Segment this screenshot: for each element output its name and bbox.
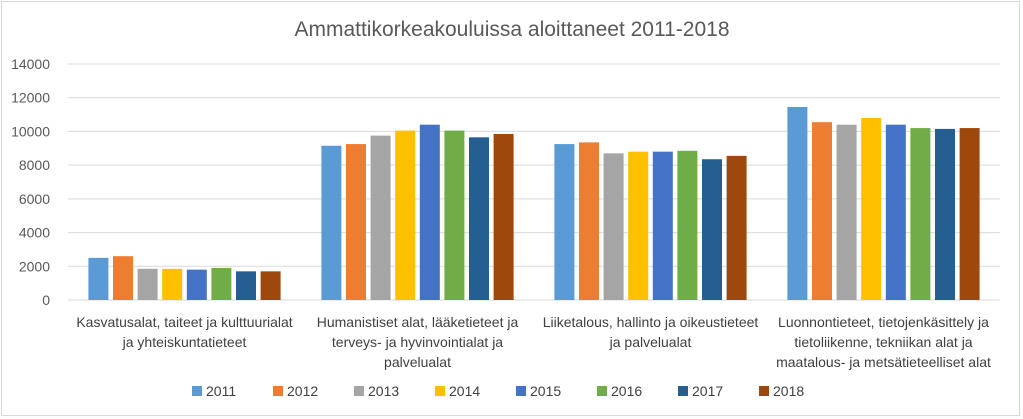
y-tick-label: 4000 <box>19 225 50 241</box>
legend-swatch-2011 <box>192 386 202 396</box>
y-tick-label: 14000 <box>11 56 50 72</box>
bar-2013-cat-4 <box>836 124 857 300</box>
bar-2015-cat-3 <box>652 151 673 300</box>
bar-2011-cat-4 <box>787 106 808 300</box>
y-tick-label: 8000 <box>19 157 50 173</box>
bar-2015-cat-1 <box>186 269 207 300</box>
legend-label-2017: 2017 <box>692 383 723 399</box>
bar-2014-cat-3 <box>628 151 649 300</box>
legend-label-2016: 2016 <box>611 383 642 399</box>
legend-swatch-2017 <box>678 386 688 396</box>
legend-swatch-2012 <box>273 386 283 396</box>
bar-2017-cat-1 <box>236 271 256 300</box>
bar-2012-cat-1 <box>113 256 133 300</box>
y-axis: 0 2000 4000 6000 8000 10000 12000 14000 <box>11 56 50 308</box>
bar-2011-cat-2 <box>321 145 342 300</box>
bar-2014-cat-1 <box>162 268 183 300</box>
bar-2012-cat-2 <box>346 144 366 300</box>
category-label: tietoliikenne, tekniikan alat ja <box>794 334 972 350</box>
bar-2017-cat-4 <box>935 128 955 300</box>
legend-label-2013: 2013 <box>368 383 399 399</box>
legend-label-2018: 2018 <box>773 383 804 399</box>
legend-label-2012: 2012 <box>287 383 318 399</box>
bar-2016-cat-1 <box>211 267 232 300</box>
bar-2016-cat-4 <box>910 128 931 300</box>
category-label: maatalous- ja metsätieteelliset alat <box>776 354 991 370</box>
bar-2011-cat-3 <box>554 144 575 300</box>
bar-2018-cat-2 <box>493 133 514 300</box>
legend-swatch-2013 <box>354 386 364 396</box>
legend-swatch-2016 <box>597 386 607 396</box>
bar-2013-cat-1 <box>137 268 158 300</box>
y-tick-label: 2000 <box>19 258 50 274</box>
legend-swatch-2018 <box>759 386 769 396</box>
legend-swatch-2015 <box>516 386 526 396</box>
bar-2018-cat-1 <box>260 271 281 300</box>
category-label: Liiketalous, hallinto ja oikeustieteet <box>543 314 759 330</box>
y-tick-label: 10000 <box>11 123 50 139</box>
bar-2015-cat-4 <box>885 124 906 300</box>
legend-swatch-2014 <box>435 386 445 396</box>
bar-2017-cat-2 <box>469 137 489 300</box>
gridlines <box>68 63 1000 301</box>
y-tick-label: 12000 <box>11 90 50 106</box>
bar-2017-cat-3 <box>702 159 722 300</box>
bar-2012-cat-3 <box>579 142 599 300</box>
bar-2015-cat-2 <box>419 124 440 300</box>
legend-label-2014: 2014 <box>449 383 480 399</box>
y-tick-label: 0 <box>42 292 50 308</box>
legend-label-2015: 2015 <box>530 383 561 399</box>
bar-2013-cat-2 <box>370 135 391 300</box>
category-label: Luonnontieteet, tietojenkäsittely ja <box>778 314 989 330</box>
bars <box>88 106 980 301</box>
category-label: ja yhteiskuntatieteet <box>122 334 247 350</box>
chart-title: Ammattikorkeakouluissa aloittaneet 2011-… <box>294 18 729 41</box>
legend-label-2011: 2011 <box>206 383 236 399</box>
bar-2012-cat-4 <box>812 122 832 301</box>
legend: 2011 2012 2013 2014 2015 2016 2017 2018 <box>192 383 804 399</box>
bar-2013-cat-3 <box>603 153 624 300</box>
x-axis-categories: Kasvatusalat, taiteet ja kulttuurialat ja… <box>76 314 991 370</box>
bar-2014-cat-2 <box>395 130 416 300</box>
bar-2018-cat-3 <box>726 155 747 300</box>
y-tick-label: 6000 <box>19 191 50 207</box>
bar-2016-cat-2 <box>444 130 465 300</box>
category-label: Kasvatusalat, taiteet ja kulttuurialat <box>76 314 292 330</box>
bar-2016-cat-3 <box>677 150 698 300</box>
category-label: Humanistiset alat, lääketieteet ja <box>317 314 519 330</box>
bar-2018-cat-4 <box>959 128 980 300</box>
bar-2011-cat-1 <box>88 257 109 300</box>
category-label: palvelualat <box>384 354 451 370</box>
category-label: ja palvelualat <box>609 334 692 350</box>
bar-2014-cat-4 <box>861 117 882 300</box>
category-label: terveys- ja hyvinvointialat ja <box>332 334 503 350</box>
